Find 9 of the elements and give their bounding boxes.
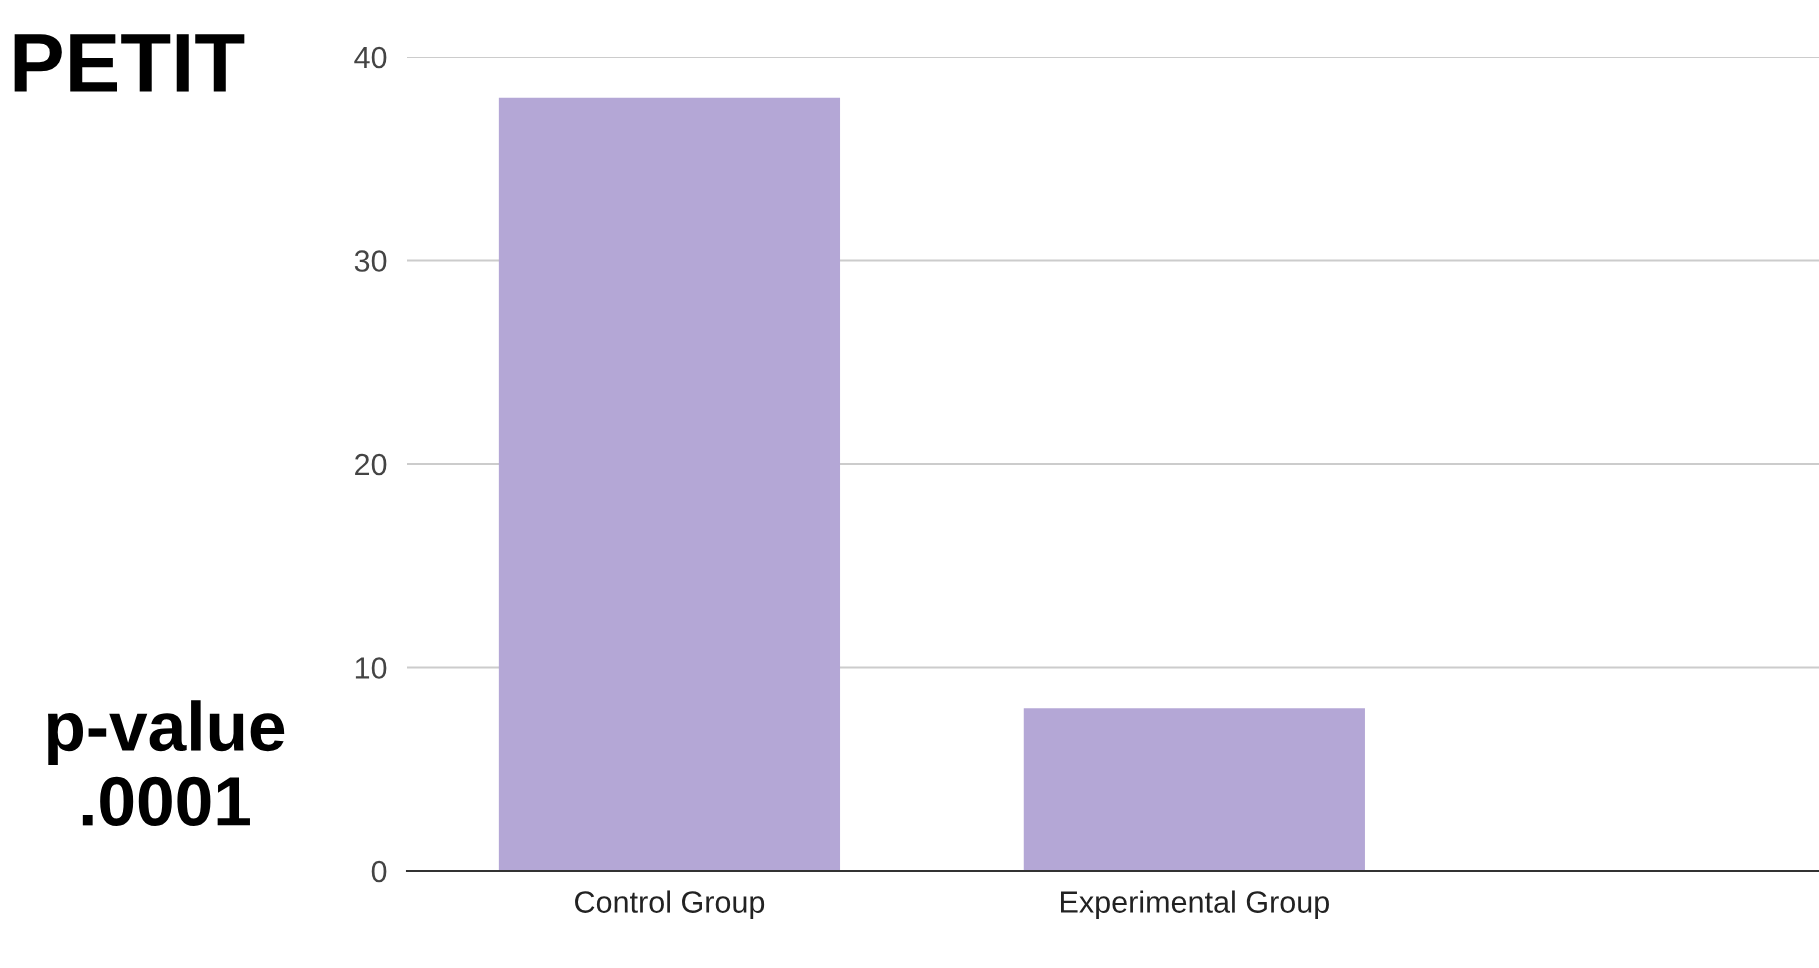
y-tick-label: 40 xyxy=(354,46,387,69)
text: p-value .0001 xyxy=(48,700,285,827)
chart-title: PETIT xyxy=(14,34,245,92)
x-tick-label: Control Group xyxy=(575,890,765,919)
y-tick-label: 30 xyxy=(354,250,387,272)
y-tick-label: 0 xyxy=(371,860,387,883)
y-tick-label: 10 xyxy=(355,657,387,679)
x-tick-label: Experimental Group xyxy=(1061,890,1329,919)
y-tick-label: 20 xyxy=(355,453,387,476)
